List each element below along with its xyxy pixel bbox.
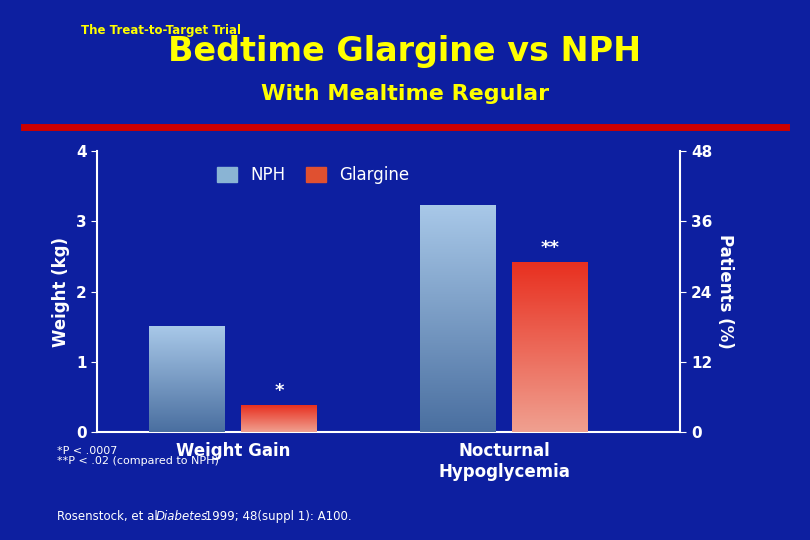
- Text: Diabetes.: Diabetes.: [156, 510, 211, 523]
- Y-axis label: Patients (%): Patients (%): [716, 234, 735, 349]
- Text: *P < .0007: *P < .0007: [57, 446, 117, 456]
- Text: Rosenstock, et al.: Rosenstock, et al.: [57, 510, 165, 523]
- Text: Bedtime Glargine vs NPH: Bedtime Glargine vs NPH: [168, 35, 642, 68]
- Text: **P < .02 (compared to NPH): **P < .02 (compared to NPH): [57, 456, 219, 467]
- Text: With Mealtime Regular: With Mealtime Regular: [261, 84, 549, 104]
- Y-axis label: Weight (kg): Weight (kg): [53, 237, 70, 347]
- Text: 1999; 48(suppl 1): A100.: 1999; 48(suppl 1): A100.: [201, 510, 352, 523]
- Text: **: **: [541, 239, 560, 257]
- Text: *: *: [275, 382, 284, 401]
- Legend: NPH, Glargine: NPH, Glargine: [211, 159, 416, 191]
- Text: The Treat-to-Target Trial: The Treat-to-Target Trial: [81, 24, 241, 37]
